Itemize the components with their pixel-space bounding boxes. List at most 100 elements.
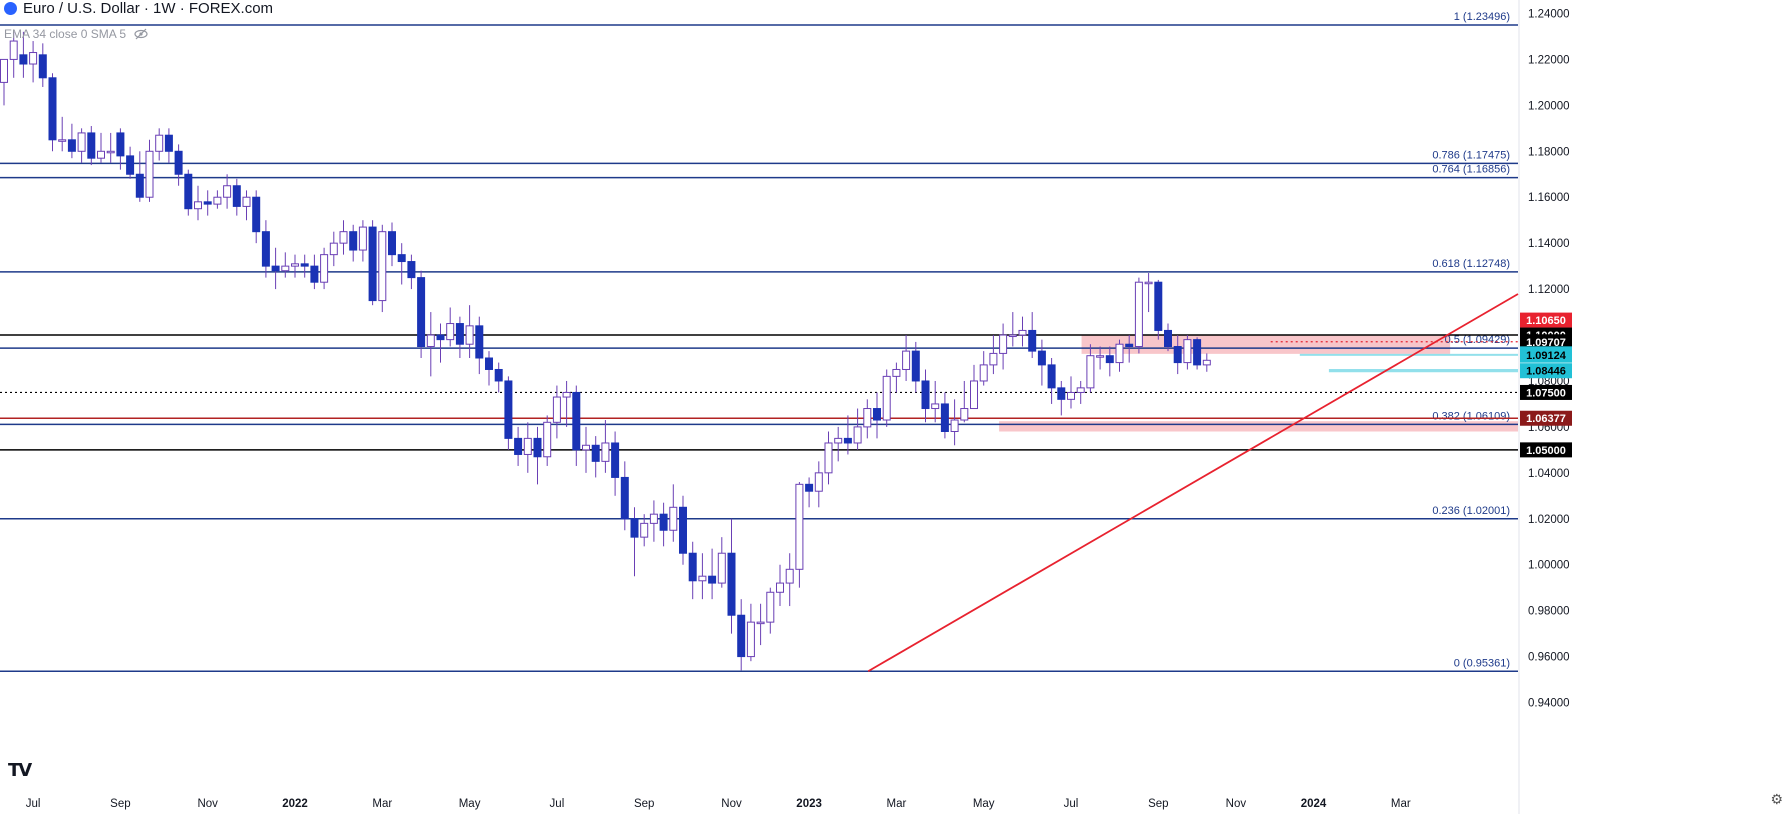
candle-body — [504, 380, 513, 439]
fib-236-label: 0.236 (1.02001) — [1432, 505, 1510, 517]
candle-body — [611, 442, 620, 478]
candle-body — [155, 134, 164, 152]
y-tick-label: 0.96000 — [1528, 652, 1570, 664]
x-tick-label: May — [973, 798, 995, 810]
x-tick-label: Sep — [634, 798, 654, 810]
candle-body — [737, 614, 746, 658]
price-tag-label: 1.08446 — [1526, 366, 1566, 378]
candle-body — [727, 552, 736, 616]
candle-body — [446, 323, 455, 341]
candle-body — [1105, 355, 1114, 364]
y-tick-label: 1.00000 — [1528, 560, 1570, 572]
candle-body — [514, 437, 523, 455]
candle-body — [669, 506, 678, 531]
candle-body — [174, 150, 183, 175]
y-tick-label: 1.22000 — [1528, 54, 1570, 66]
candle-body — [194, 201, 202, 210]
candle-body — [756, 621, 765, 625]
candle-body — [1183, 339, 1192, 364]
candle-body — [950, 419, 959, 432]
candle-body — [843, 437, 852, 444]
candle-body — [911, 350, 920, 382]
candle-body — [261, 231, 270, 267]
candle-body — [533, 437, 542, 458]
candle-body — [378, 231, 387, 302]
price-tag-label: 1.07500 — [1526, 387, 1566, 399]
candle-body — [882, 375, 891, 421]
chart-title: Euro / U.S. Dollar · 1W · FOREX.com — [23, 0, 274, 17]
tradingview-logo-icon[interactable]: TV — [8, 760, 32, 781]
candle-body — [106, 150, 115, 154]
indicator-legend[interactable]: EMA 34 close 0 SMA 5 — [4, 27, 148, 41]
currency-icon — [4, 2, 17, 15]
candle-body — [960, 408, 969, 421]
x-tick-label: Mar — [372, 798, 392, 810]
candle-body — [970, 380, 978, 410]
cyan-band-zone — [1328, 369, 1518, 373]
candle-body — [1028, 329, 1037, 352]
candle-body — [1037, 350, 1046, 366]
candle-body — [329, 242, 338, 256]
candle-body — [223, 185, 232, 198]
candle-body — [640, 522, 649, 538]
candle-body — [1076, 387, 1085, 393]
candle-body — [1115, 343, 1124, 364]
candle-body — [184, 173, 193, 210]
candle-body — [232, 185, 241, 207]
fib-618-label: 0.618 (1.12748) — [1432, 258, 1510, 270]
eye-hidden-icon[interactable] — [134, 28, 148, 40]
chart-header: Euro / U.S. Dollar · 1W · FOREX.com — [0, 0, 273, 17]
indicator-label: EMA 34 close 0 SMA 5 — [4, 27, 127, 41]
candle-body — [979, 364, 988, 382]
candle-body — [649, 513, 658, 524]
y-tick-label: 0.98000 — [1528, 606, 1570, 618]
price-tag-label: 1.09707 — [1526, 337, 1566, 349]
candle-body — [1164, 329, 1172, 348]
y-tick-label: 1.24000 — [1528, 8, 1570, 20]
candle-body — [805, 483, 814, 492]
candle-body — [19, 54, 28, 65]
candle-body — [620, 476, 629, 520]
x-tick-label: 2023 — [796, 798, 822, 810]
candle-body — [164, 134, 173, 152]
fib-band-zone — [1299, 353, 1518, 356]
x-tick-label: Jul — [550, 798, 565, 810]
candle-body — [863, 408, 872, 428]
fib-382-label: 0.382 (1.06109) — [1432, 410, 1510, 422]
candle-body — [135, 173, 144, 198]
candle-body — [814, 472, 823, 492]
x-tick-label: Mar — [1391, 798, 1411, 810]
x-tick-label: Jul — [1064, 798, 1079, 810]
candle-body — [688, 552, 697, 582]
candle-body — [1008, 334, 1017, 338]
candle-body — [349, 231, 358, 251]
x-tick-label: 2022 — [282, 798, 308, 810]
candle-body — [630, 518, 639, 538]
settings-icon[interactable]: ⚙ — [1770, 791, 1783, 807]
price-tag — [1520, 363, 1572, 379]
x-tick-label: Nov — [721, 798, 742, 810]
candle-body — [252, 196, 261, 233]
support-zone — [999, 421, 1518, 432]
candle-body — [1047, 364, 1056, 389]
candle-body — [87, 132, 96, 159]
candle-body — [572, 391, 581, 451]
candle-body — [271, 265, 280, 272]
candle-body — [67, 139, 76, 152]
candle-body — [494, 368, 503, 382]
candle-body — [1144, 281, 1153, 285]
price-tag-label: 1.09124 — [1526, 350, 1567, 362]
candle-body — [281, 265, 290, 272]
x-tick-label: 2024 — [1301, 798, 1327, 810]
candle-body — [1173, 346, 1182, 364]
y-tick-label: 1.16000 — [1528, 192, 1570, 204]
candle-body — [397, 254, 406, 263]
price-tag — [1520, 312, 1572, 328]
candle-body — [1018, 329, 1027, 336]
x-tick-label: Sep — [1148, 798, 1168, 810]
candle-body — [902, 350, 911, 370]
candle-body — [485, 357, 493, 370]
